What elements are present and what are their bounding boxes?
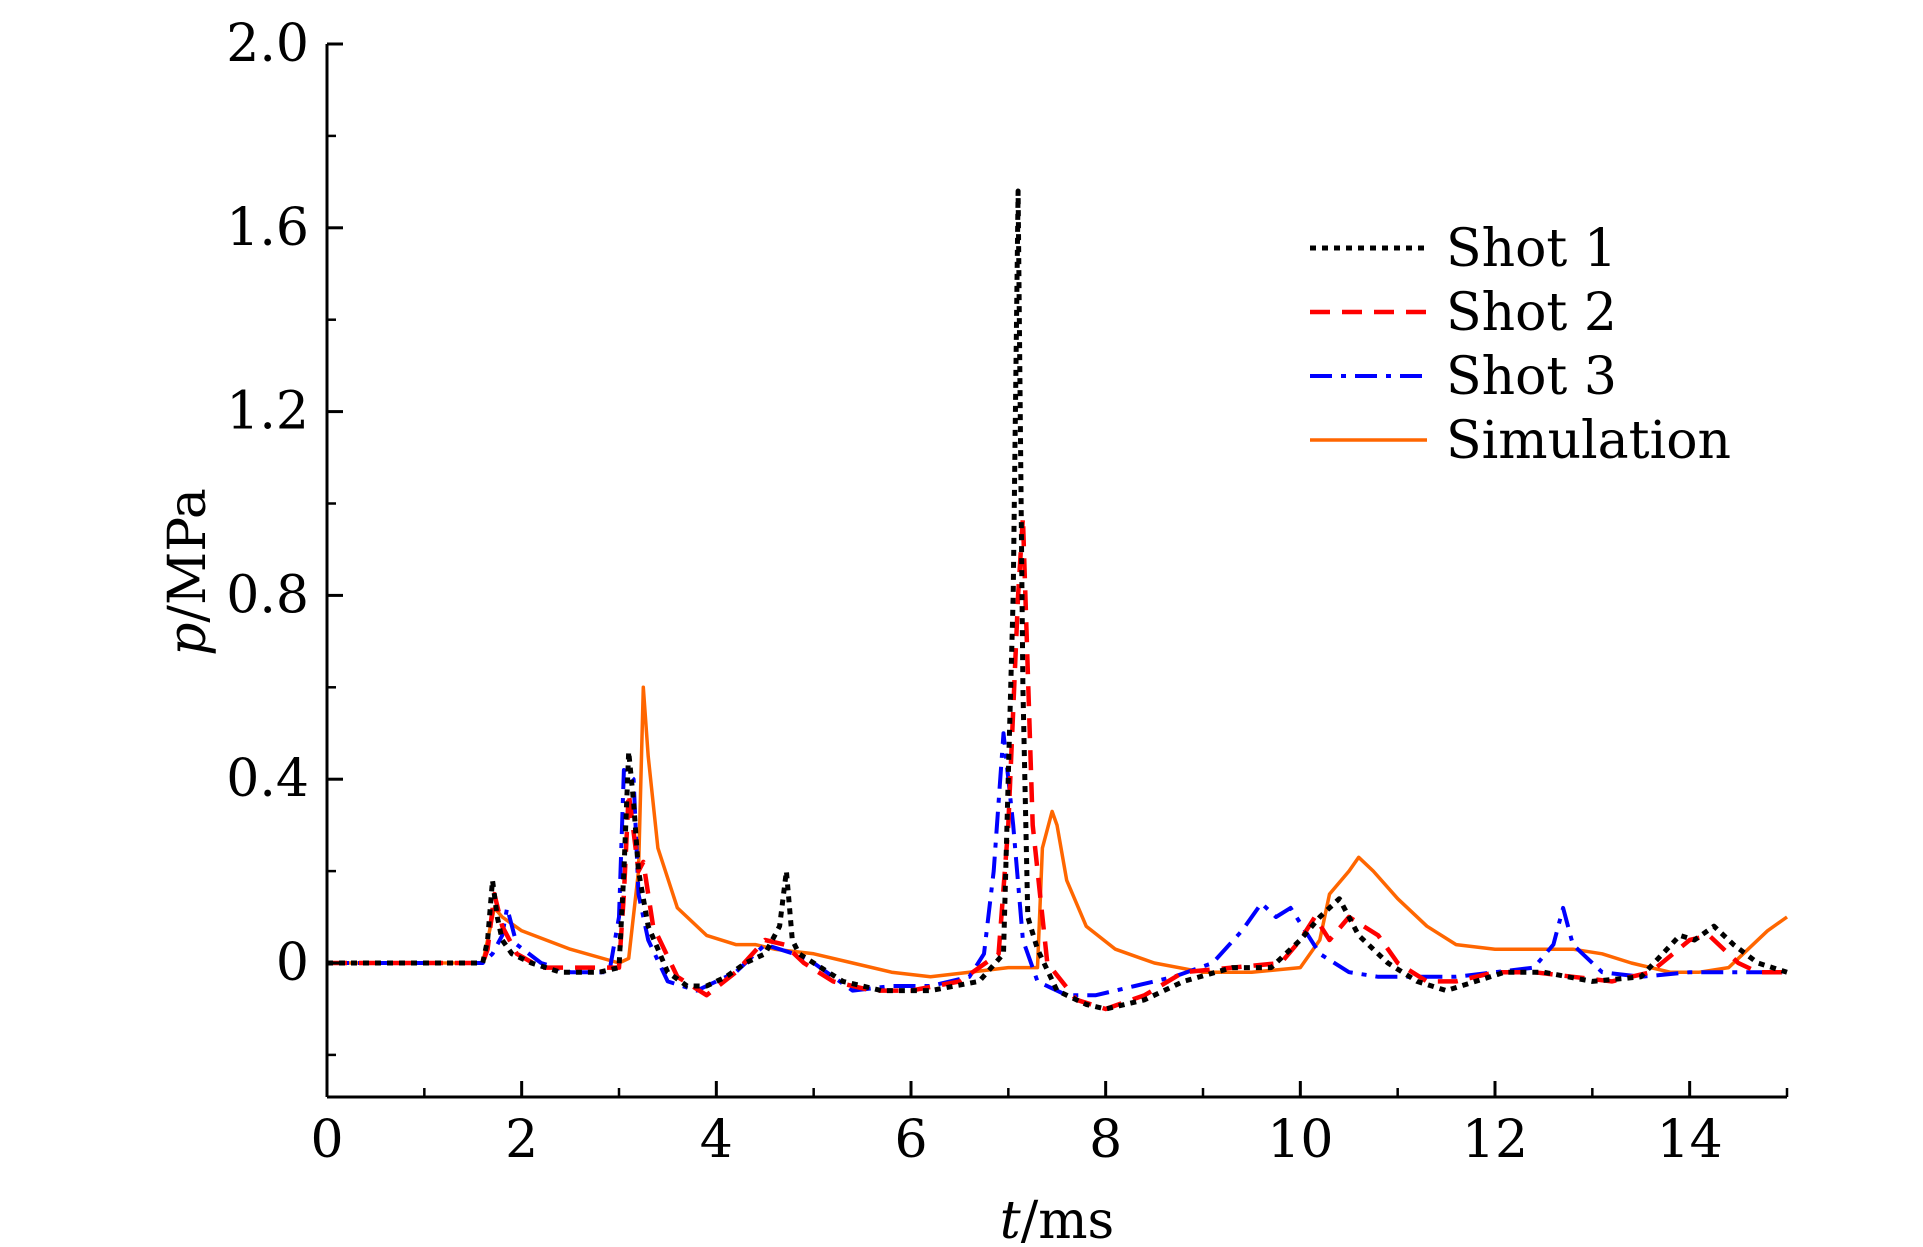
legend-label-shot-2: Shot 2 [1446,283,1617,343]
x-tick-label: 8 [1089,1110,1122,1170]
legend-item-shot-2: Shot 2 [1310,283,1617,343]
axes-layer [325,44,1787,1099]
legend-item-shot-3: Shot 3 [1310,347,1617,407]
ticks-layer: 0 2 4 6 8 10 12 14 0 0.4 0.8 1.2 1.6 2.0 [226,14,1789,1170]
legend-label-shot-3: Shot 3 [1446,347,1617,407]
series-line-shot-1 [327,188,1788,1012]
series-line-shot-3 [327,731,1787,998]
y-tick-label: 1.6 [226,198,309,258]
y-tick-label: 2.0 [226,14,309,74]
y-tick-label: 0.4 [226,749,309,809]
x-tick-label: 6 [894,1110,927,1170]
y-axis-label-unit: /MPa [158,488,218,622]
x-tick-label: 2 [505,1110,538,1170]
y-tick-label: 1.2 [226,382,309,442]
legend-label-shot-1: Shot 1 [1446,219,1617,279]
y-axis-label: p/MPa [158,488,218,656]
legend: Shot 1 Shot 2 Shot 3 Simulation [1310,219,1731,471]
y-tick-label: 0 [276,933,309,993]
legend-label-simulation: Simulation [1446,411,1731,471]
y-axis-label-symbol: p [158,623,218,656]
x-tick-label: 10 [1267,1110,1333,1170]
x-axis-label: t/ms [1000,1191,1114,1247]
legend-item-shot-1: Shot 1 [1310,219,1617,279]
x-axis-label-symbol: t [1000,1191,1021,1247]
legend-item-simulation: Simulation [1310,411,1731,471]
x-axis-label-unit: /ms [1021,1191,1115,1247]
x-tick-label: 12 [1462,1110,1528,1170]
x-tick-label: 0 [310,1110,343,1170]
x-tick-label: 14 [1657,1110,1723,1170]
series-layer [327,188,1789,1012]
y-tick-label: 0.8 [226,565,309,625]
x-tick-label: 4 [700,1110,733,1170]
